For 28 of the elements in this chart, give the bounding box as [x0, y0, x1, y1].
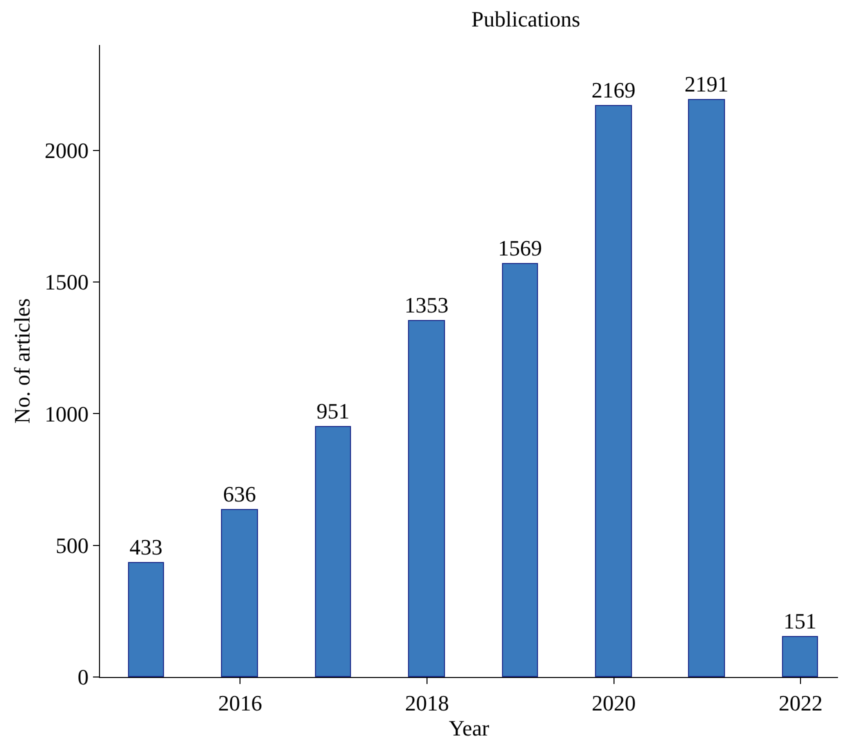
bar	[408, 320, 445, 677]
bar	[782, 636, 818, 677]
y-tick-label: 2000	[44, 138, 89, 164]
bar	[315, 426, 351, 677]
x-tick-label: 2018	[404, 690, 449, 716]
bar	[128, 562, 164, 677]
data-label: 2169	[592, 78, 636, 102]
y-axis-title: No. of articles	[9, 298, 34, 424]
y-tick-label: 0	[78, 664, 89, 690]
y-tick-label: 1500	[44, 270, 89, 295]
chart-title: Publications	[471, 6, 580, 32]
y-tick-label: 1000	[44, 401, 89, 426]
data-label: 151	[784, 608, 816, 634]
x-tick-label: 2020	[592, 690, 636, 716]
data-label: 636	[223, 482, 256, 506]
data-label: 2191	[684, 72, 728, 96]
x-tick-label: 2022	[778, 690, 823, 716]
data-label: 433	[130, 534, 162, 560]
bar	[502, 263, 538, 677]
data-label: 951	[316, 398, 350, 424]
x-tick-label: 2016	[218, 690, 262, 716]
bar	[595, 105, 632, 677]
bar	[221, 509, 258, 677]
y-tick-label: 500	[56, 533, 89, 558]
bar	[688, 99, 725, 677]
data-label: 1353	[404, 292, 448, 318]
x-axis-title: Year	[448, 715, 490, 740]
data-label: 1569	[498, 236, 542, 260]
